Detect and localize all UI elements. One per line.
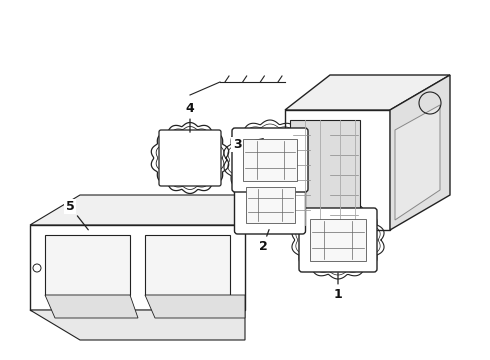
Polygon shape bbox=[285, 110, 390, 230]
Polygon shape bbox=[30, 195, 245, 225]
Text: 1: 1 bbox=[334, 273, 343, 301]
Bar bbox=[45, 235, 130, 295]
Bar bbox=[243, 139, 297, 181]
Polygon shape bbox=[390, 75, 450, 230]
Polygon shape bbox=[285, 75, 450, 110]
Text: 3: 3 bbox=[233, 138, 263, 151]
Polygon shape bbox=[260, 195, 285, 230]
Text: 2: 2 bbox=[259, 230, 269, 253]
Bar bbox=[145, 235, 230, 295]
FancyBboxPatch shape bbox=[235, 176, 305, 234]
FancyBboxPatch shape bbox=[159, 130, 221, 186]
Polygon shape bbox=[30, 310, 245, 340]
FancyBboxPatch shape bbox=[299, 208, 377, 272]
Polygon shape bbox=[290, 120, 360, 220]
Polygon shape bbox=[30, 225, 245, 310]
Bar bbox=[310, 219, 366, 261]
Polygon shape bbox=[145, 295, 245, 318]
Polygon shape bbox=[45, 295, 138, 318]
Text: 4: 4 bbox=[186, 102, 195, 132]
Text: 5: 5 bbox=[66, 200, 88, 230]
Bar bbox=[245, 187, 294, 223]
FancyBboxPatch shape bbox=[232, 128, 308, 192]
Polygon shape bbox=[395, 105, 440, 220]
